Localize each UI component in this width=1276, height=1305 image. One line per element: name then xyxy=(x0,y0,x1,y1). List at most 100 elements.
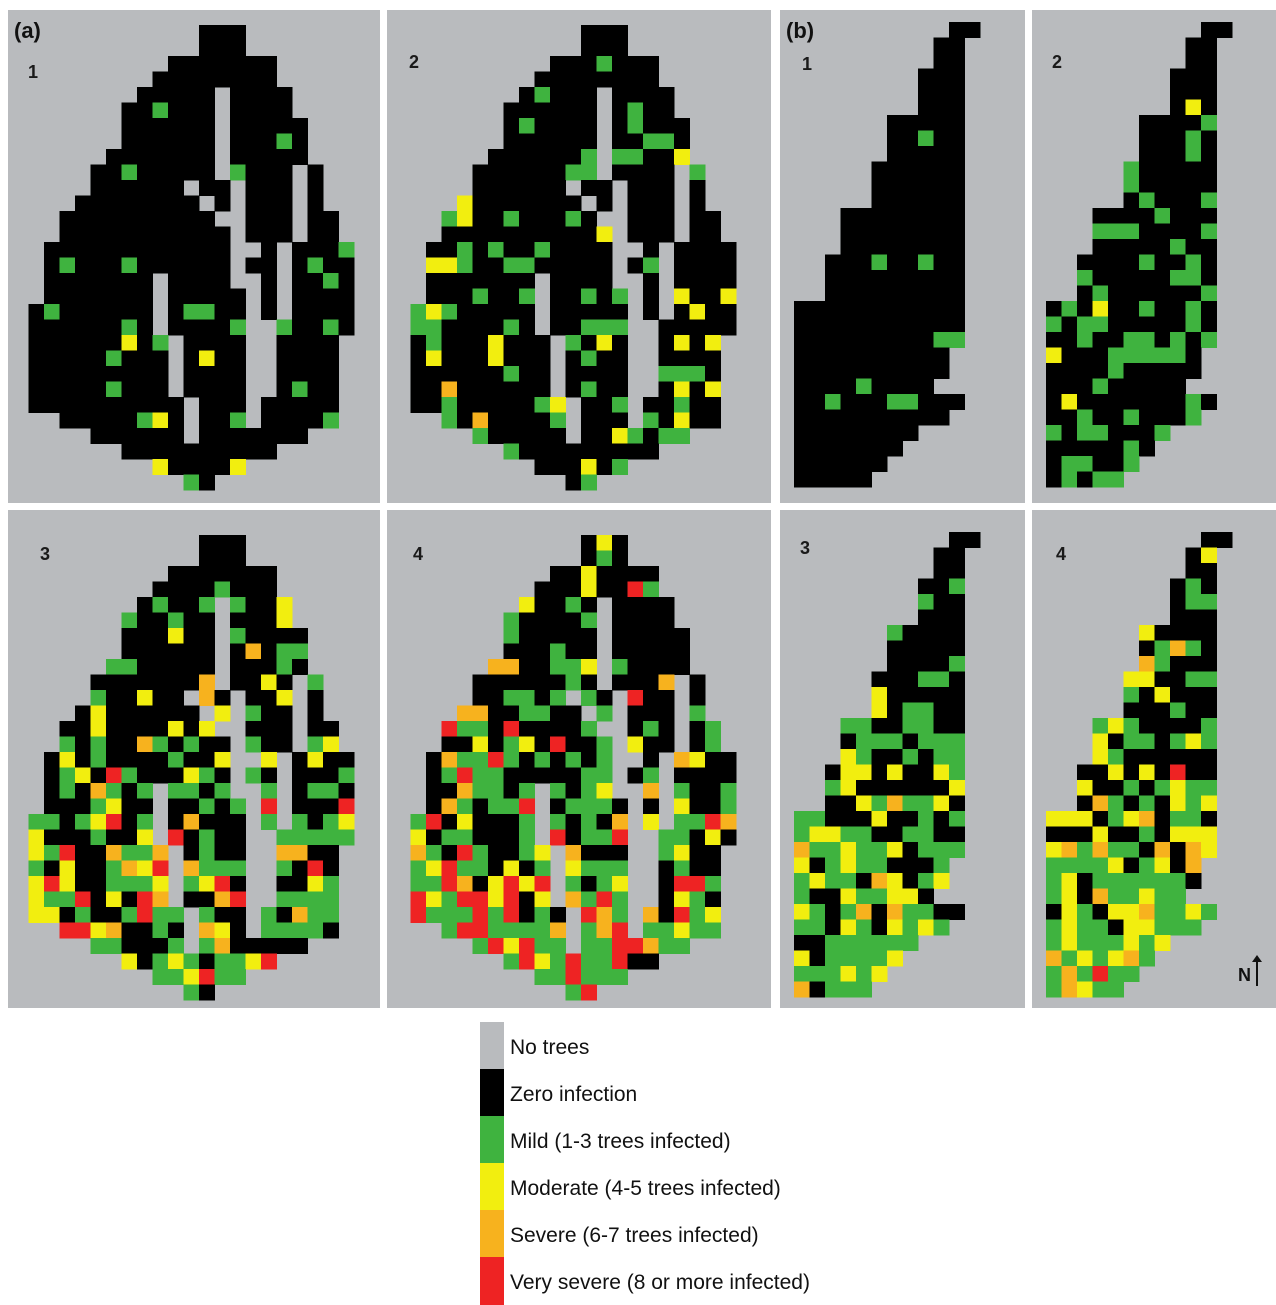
map-cell xyxy=(794,332,810,348)
map-cell xyxy=(503,288,520,305)
map-cell xyxy=(565,783,582,799)
map-cell xyxy=(809,966,826,982)
map-cell xyxy=(581,938,597,954)
map-cell xyxy=(503,845,520,861)
map-cell xyxy=(856,950,872,967)
map-cell xyxy=(871,780,888,796)
map-cell xyxy=(581,242,597,258)
map-cell xyxy=(933,239,950,255)
map-cell xyxy=(887,671,903,688)
map-cell xyxy=(902,842,919,858)
map-cell xyxy=(612,71,628,88)
map-cell xyxy=(426,319,442,336)
map-cell xyxy=(871,270,888,286)
map-cell xyxy=(1061,966,1078,982)
map-cell xyxy=(794,471,810,488)
map-cell xyxy=(1154,888,1171,905)
map-cell xyxy=(441,335,458,351)
map-cell xyxy=(106,304,122,320)
map-cell xyxy=(519,876,535,892)
map-cell xyxy=(245,721,262,737)
map-cell xyxy=(75,412,91,429)
map-cell xyxy=(902,223,919,240)
map-cell xyxy=(137,597,153,613)
map-cell xyxy=(472,690,489,706)
map-cell xyxy=(612,674,628,691)
map-cell xyxy=(1046,394,1062,410)
map-cell xyxy=(565,133,582,150)
map-cell xyxy=(949,285,965,302)
map-cell xyxy=(121,397,138,413)
map-cell xyxy=(441,845,458,861)
map-cell xyxy=(1046,440,1062,457)
map-cell xyxy=(581,767,597,784)
map-cell xyxy=(612,876,628,892)
map-cell xyxy=(183,597,200,613)
map-cell xyxy=(1139,826,1155,843)
map-cell xyxy=(1046,378,1062,395)
map-cell xyxy=(1108,749,1124,765)
map-cell xyxy=(856,857,872,874)
map-cell xyxy=(519,953,535,970)
map-cell xyxy=(1201,208,1217,224)
map-cell xyxy=(612,366,628,382)
legend-label: Severe (6-7 trees infected) xyxy=(510,1224,759,1247)
map-cell xyxy=(565,474,582,491)
map-cell xyxy=(183,798,200,815)
panel-number: 1 xyxy=(28,62,39,82)
map-cell xyxy=(1123,950,1140,967)
map-cell xyxy=(276,133,293,150)
map-cell xyxy=(261,149,277,165)
map-cell xyxy=(90,257,107,274)
map-cell xyxy=(214,752,231,768)
map-cell xyxy=(840,733,857,750)
map-cell xyxy=(794,826,810,843)
map-cell xyxy=(1123,239,1140,255)
map-cell xyxy=(581,133,597,150)
map-cell xyxy=(426,752,442,768)
map-cell xyxy=(1046,811,1062,827)
map-cell xyxy=(152,87,169,103)
map-cell xyxy=(199,922,215,939)
map-cell xyxy=(1092,208,1109,224)
map-cell xyxy=(106,752,122,768)
map-cell xyxy=(689,845,706,861)
map-cell xyxy=(933,718,950,734)
map-cell xyxy=(1123,363,1140,379)
map-cell xyxy=(643,597,659,613)
map-cell xyxy=(918,718,934,734)
map-cell xyxy=(1123,966,1140,982)
map-cell xyxy=(261,597,277,613)
map-cell xyxy=(519,891,535,908)
map-cell xyxy=(245,628,262,644)
map-cell xyxy=(488,891,504,908)
map-cell xyxy=(1201,161,1217,178)
map-cell xyxy=(674,381,690,398)
map-cell xyxy=(674,350,690,367)
map-cell xyxy=(689,335,706,351)
map-cell xyxy=(44,798,60,815)
map-cell xyxy=(596,690,613,706)
map-cell xyxy=(949,733,965,750)
map-cell xyxy=(199,752,215,768)
map-cell xyxy=(1123,285,1140,302)
map-cell xyxy=(519,938,535,954)
map-cell xyxy=(887,625,903,641)
map-cell xyxy=(1139,363,1155,379)
map-cell xyxy=(809,919,826,936)
map-cell xyxy=(689,273,706,289)
map-cell xyxy=(426,767,442,784)
map-cell xyxy=(488,814,504,830)
map-cell xyxy=(1108,223,1124,240)
map-cell xyxy=(933,68,950,85)
map-cell xyxy=(457,397,473,413)
map-cell xyxy=(1170,394,1186,410)
map-cell xyxy=(596,288,613,305)
map-cell xyxy=(643,643,659,660)
map-cell xyxy=(1185,301,1202,317)
map-cell xyxy=(106,428,122,444)
map-cell xyxy=(44,319,60,336)
map-cell xyxy=(1108,811,1124,827)
map-cell xyxy=(565,659,582,675)
map-cell xyxy=(1185,687,1202,703)
